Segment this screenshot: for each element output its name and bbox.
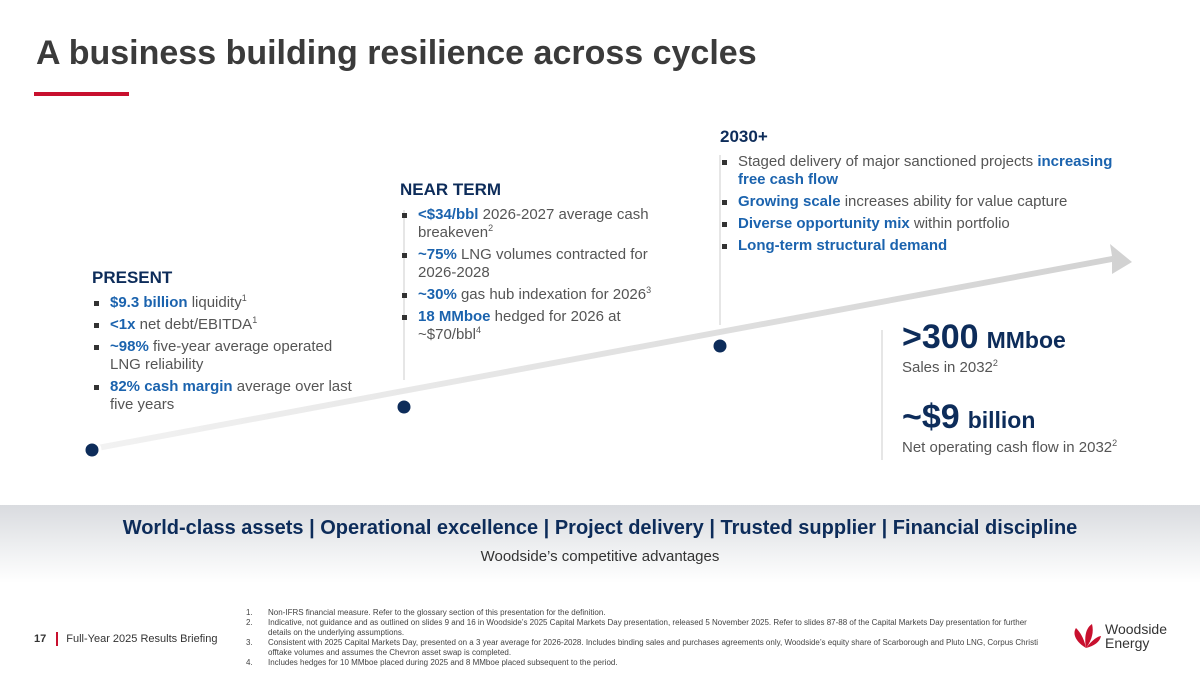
page-number: 17	[34, 633, 47, 645]
footnotes: 1. Non-IFRS financial measure. Refer to t…	[246, 608, 1046, 668]
bullet: Staged delivery of major sanctioned proj…	[720, 153, 1130, 189]
footnote-ref: 2	[992, 358, 998, 368]
metric: ~$9 billion Net operating cash flow in 203…	[902, 398, 1117, 456]
footnote: 2. Indicative, not guidance and as outlin…	[246, 618, 1046, 638]
footnote-number: 3.	[246, 638, 253, 647]
milestone-dot	[394, 397, 414, 417]
highlight: ~98%	[110, 338, 149, 355]
highlight: <1x	[110, 316, 136, 333]
caption-text: Net operating cash flow in 2032	[902, 439, 1113, 456]
bullet-list: Staged delivery of major sanctioned proj…	[720, 153, 1130, 255]
highlight: Growing scale	[738, 193, 841, 210]
metric: >300 MMboe Sales in 20322	[902, 318, 1066, 376]
bullet: <1x net debt/EBITDA1	[92, 316, 362, 334]
bullet: ~30% gas hub indexation for 20263	[400, 286, 680, 304]
bullet-text: net debt/EBITDA	[135, 316, 253, 333]
bullet-text: five-year average operated LNG reliabili…	[110, 338, 333, 373]
footnote-ref: 1	[241, 293, 247, 303]
footnote-text: Consistent with 2025 Capital Markets Day…	[268, 638, 1039, 657]
bullet-text: within portfolio	[909, 215, 1010, 232]
caption-text: Sales in 2032	[902, 359, 993, 376]
bullet: Long-term structural demand	[720, 237, 1130, 255]
bullet: <$34/bbl 2026-2027 average cash breakeve…	[400, 206, 680, 242]
bullet-text: 2026-2027 average cash breakeven	[418, 206, 649, 241]
logo-mark	[1074, 624, 1101, 648]
milestone-dot	[82, 440, 102, 460]
highlight: increasing free cash flow	[738, 153, 1113, 188]
footnote: 3. Consistent with 2025 Capital Markets D…	[246, 638, 1046, 658]
highlight: ~75%	[418, 246, 457, 263]
stage-heading: PRESENT	[92, 268, 173, 287]
highlight: Long-term structural demand	[738, 237, 948, 254]
footnote-text: Non-IFRS financial measure. Refer to the…	[268, 608, 606, 617]
metric-row: ~$9 billion	[902, 398, 1117, 437]
stage: NEAR TERM <$34/bbl 2026-2027 average cash…	[400, 180, 680, 348]
arrow	[92, 244, 1132, 452]
highlight: 18 MMboe	[418, 308, 491, 325]
highlight: 82% cash margin	[110, 378, 233, 395]
highlight: <$34/bbl	[418, 206, 479, 223]
stage-heading: NEAR TERM	[400, 180, 502, 199]
footnote: 4. Includes hedges for 10 MMboe placed du…	[246, 658, 1046, 668]
footnote-number: 2.	[246, 618, 253, 627]
footnote-ref: 4	[475, 325, 481, 335]
footnote-ref: 1	[252, 315, 258, 325]
footnote-ref: 2	[1112, 438, 1118, 448]
footnote: 1. Non-IFRS financial measure. Refer to t…	[246, 608, 1046, 618]
bullet-text: average over last five years	[110, 378, 352, 413]
bullet: Diverse opportunity mix within portfolio	[720, 215, 1130, 233]
bullet: $9.3 billion liquidity1	[92, 294, 362, 312]
banner-subtitle: Woodside’s competitive advantages	[480, 548, 720, 565]
footer: 17 Full-Year 2025 Results Briefing	[34, 632, 217, 646]
metric-caption: Net operating cash flow in 20322	[902, 438, 1118, 457]
event-name: Full-Year 2025 Results Briefing	[66, 633, 218, 645]
metric-value: ~$9	[902, 398, 960, 436]
metric-caption: Sales in 20322	[902, 358, 1066, 377]
bullet-list: <$34/bbl 2026-2027 average cash breakeve…	[400, 206, 680, 344]
bullet-list: $9.3 billion liquidity1 <1x net debt/EBIT…	[92, 294, 362, 414]
bullet: 82% cash margin average over last five y…	[92, 378, 362, 414]
metric-unit: MMboe	[986, 327, 1066, 353]
footnote-ref: 3	[646, 285, 652, 295]
bullet-text: LNG volumes contracted for 2026-2028	[418, 246, 648, 281]
footnote-text: Indicative, not guidance and as outlined…	[268, 618, 1027, 637]
bullet: 18 MMboe hedged for 2026 at ~$70/bbl4	[400, 308, 680, 344]
bullet-text: liquidity	[187, 294, 242, 311]
logo-text: Energy	[1105, 635, 1150, 651]
highlight: $9.3 billion	[110, 294, 188, 311]
timeline	[82, 155, 1132, 460]
stage: 2030+ Staged delivery of major sanctioned…	[720, 127, 1130, 259]
logo-text: Woodside	[1105, 621, 1168, 637]
stage-heading: 2030+	[720, 127, 768, 146]
footnote-text: Includes hedges for 10 MMboe placed duri…	[268, 658, 618, 667]
bullet-text: gas hub indexation for 2026	[456, 286, 647, 303]
bullet-text: hedged for 2026 at ~$70/bbl	[418, 308, 621, 343]
metric-unit: billion	[967, 407, 1036, 433]
footnote-number: 4.	[246, 658, 253, 667]
bullet: ~98% five-year average operated LNG reli…	[92, 338, 362, 374]
bullet-text: increases ability for value capture	[840, 193, 1068, 210]
banner: World-class assets | Operational excelle…	[0, 505, 1200, 583]
bullet: ~75% LNG volumes contracted for 2026-202…	[400, 246, 680, 282]
stage: PRESENT $9.3 billion liquidity1 <1x net de…	[92, 268, 362, 418]
slide-title: A business building resilience across cy…	[36, 34, 757, 72]
accent-bar	[34, 92, 129, 96]
highlight: ~30%	[418, 286, 457, 303]
highlight: Diverse opportunity mix	[738, 215, 910, 232]
metric-value: >300	[902, 318, 979, 356]
banner-headline: World-class assets | Operational excelle…	[122, 517, 1078, 539]
footnote-ref: 2	[488, 223, 494, 233]
logo: Woodside Energy	[1070, 622, 1167, 650]
footnote-number: 1.	[246, 608, 253, 617]
metric-row: >300 MMboe	[902, 318, 1066, 357]
bullet-text: Staged delivery of major sanctioned proj…	[738, 153, 1038, 170]
milestone-dot	[710, 336, 730, 356]
separator	[56, 632, 59, 646]
bullet: Growing scale increases ability for valu…	[720, 193, 1130, 211]
